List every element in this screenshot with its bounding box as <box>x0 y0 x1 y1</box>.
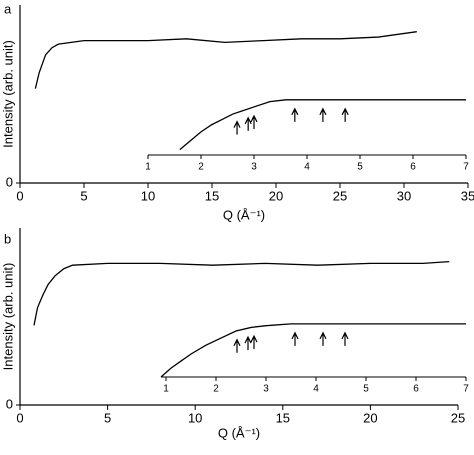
inset-x-tick-label: 4 <box>304 162 310 173</box>
x-tick-label: 10 <box>188 410 202 425</box>
x-tick-label: 20 <box>269 188 283 203</box>
x-tick-label: 25 <box>333 188 347 203</box>
x-tick-label: 30 <box>397 188 411 203</box>
inset-x-tick-label: 4 <box>313 384 319 395</box>
inset-line <box>160 323 466 378</box>
y-axis-label: Intensity (arb. unit) <box>0 263 15 371</box>
inset-x-tick-label: 6 <box>410 162 416 173</box>
x-tick-label: 15 <box>276 410 290 425</box>
peak-arrow <box>319 331 327 346</box>
x-axis-label: Q (Å⁻¹) <box>218 425 260 440</box>
data-line <box>33 260 450 326</box>
inset-x-tick-label: 1 <box>163 384 169 395</box>
peak-arrow <box>319 107 327 122</box>
inset-x-tick-label: 5 <box>357 162 363 173</box>
peak-arrow <box>233 120 241 135</box>
x-tick-label: 35 <box>461 188 474 203</box>
peak-arrow <box>250 114 258 129</box>
x-tick-label: 0 <box>16 410 23 425</box>
inset-line <box>179 99 466 151</box>
panel-label: b <box>4 231 11 246</box>
y-axis-label: Intensity (arb. unit) <box>0 40 15 148</box>
inset-x-tick-label: 3 <box>251 162 257 173</box>
inset-x-tick-label: 6 <box>413 384 419 395</box>
x-tick-label: 0 <box>16 188 23 203</box>
peak-arrow <box>341 331 349 346</box>
x-tick-label: 5 <box>104 410 111 425</box>
x-tick-label: 15 <box>205 188 219 203</box>
peak-arrow <box>291 107 299 122</box>
peak-arrow <box>244 116 252 131</box>
y-tick-label: 0 <box>6 396 13 411</box>
inset-x-tick-label: 7 <box>463 384 469 395</box>
inset-x-tick-label: 5 <box>363 384 369 395</box>
x-axis-label: Q (Å⁻¹) <box>223 207 265 222</box>
peak-arrow <box>233 338 241 353</box>
x-tick-label: 5 <box>80 188 87 203</box>
inset-x-tick-label: 2 <box>198 162 204 173</box>
peak-arrow <box>291 331 299 346</box>
x-tick-label: 10 <box>141 188 155 203</box>
peak-arrow <box>244 335 252 351</box>
peak-arrow <box>250 334 258 350</box>
inset-x-tick-label: 3 <box>263 384 269 395</box>
inset-x-tick-label: 1 <box>145 162 151 173</box>
inset-x-tick-label: 7 <box>463 162 469 173</box>
x-tick-label: 20 <box>363 410 377 425</box>
inset-x-tick-label: 2 <box>213 384 219 395</box>
x-tick-label: 25 <box>451 410 465 425</box>
panel-label: a <box>4 1 12 16</box>
peak-arrow <box>341 107 349 122</box>
y-tick-label: 0 <box>6 174 13 189</box>
data-line <box>34 31 417 89</box>
